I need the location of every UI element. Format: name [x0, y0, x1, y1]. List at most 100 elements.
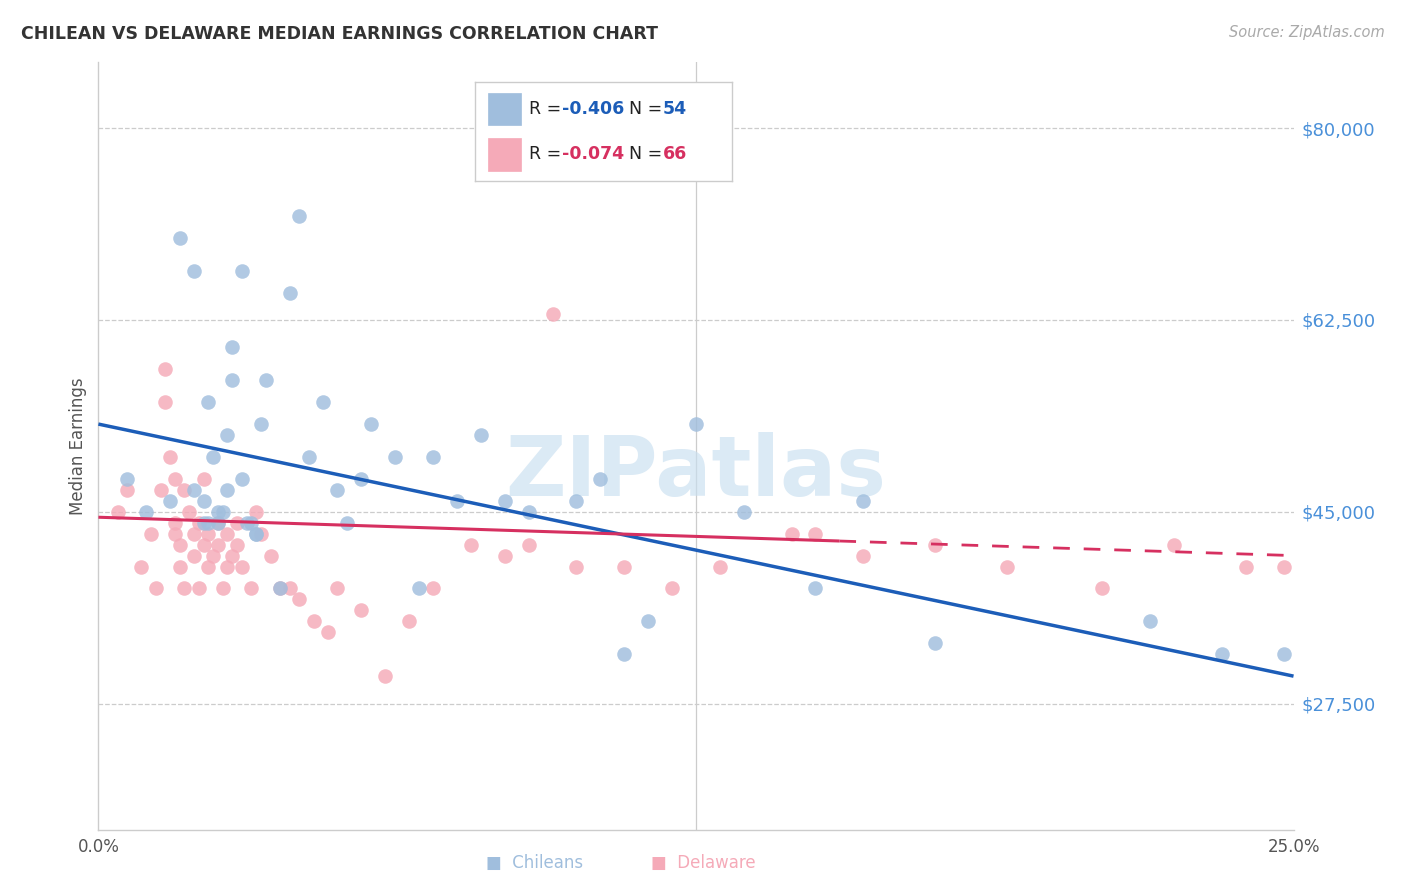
Point [259, 549, 281, 563]
Point [494, 549, 516, 563]
Point [135, 505, 157, 519]
Text: ■  Delaware: ■ Delaware [651, 855, 755, 872]
Point [384, 450, 406, 464]
Point [169, 538, 191, 552]
Text: ZIPatlas: ZIPatlas [506, 433, 886, 514]
Point [804, 582, 827, 596]
Point [1234, 559, 1257, 574]
Point [193, 493, 215, 508]
Point [924, 636, 946, 650]
Point [183, 549, 205, 563]
Point [269, 582, 291, 596]
Point [316, 625, 339, 640]
Point [336, 516, 359, 530]
Point [250, 526, 273, 541]
Point [250, 417, 273, 431]
Point [226, 538, 249, 552]
Point [207, 505, 229, 519]
Point [360, 417, 382, 431]
Point [1272, 559, 1295, 574]
Point [685, 417, 707, 431]
Point [517, 538, 540, 552]
Point [661, 582, 683, 596]
Point [145, 582, 167, 596]
Point [221, 373, 243, 387]
Point [231, 472, 253, 486]
Point [541, 308, 564, 322]
Point [149, 483, 172, 497]
Point [1163, 538, 1185, 552]
Point [288, 592, 311, 607]
Point [245, 526, 267, 541]
Point [326, 582, 349, 596]
Point [221, 549, 243, 563]
Point [780, 526, 803, 541]
Point [494, 493, 516, 508]
Point [517, 505, 540, 519]
Point [131, 559, 153, 574]
Point [446, 493, 468, 508]
Point [613, 647, 636, 661]
Point [1272, 647, 1295, 661]
Point [197, 559, 219, 574]
Point [139, 526, 162, 541]
Y-axis label: Median Earnings: Median Earnings [69, 377, 87, 515]
Point [217, 428, 239, 442]
Point [924, 538, 946, 552]
Point [470, 428, 492, 442]
Point [207, 516, 229, 530]
Point [995, 559, 1018, 574]
Point [211, 505, 233, 519]
Point [398, 615, 420, 629]
Point [278, 285, 301, 300]
Point [231, 559, 253, 574]
Point [202, 549, 225, 563]
Point [422, 582, 444, 596]
Text: ■  Chileans: ■ Chileans [485, 855, 583, 872]
Text: Source: ZipAtlas.com: Source: ZipAtlas.com [1229, 25, 1385, 40]
Point [183, 526, 205, 541]
Point [193, 516, 215, 530]
Point [115, 483, 138, 497]
Point [163, 472, 186, 486]
Point [1211, 647, 1233, 661]
Point [1091, 582, 1114, 596]
Text: CHILEAN VS DELAWARE MEDIAN EARNINGS CORRELATION CHART: CHILEAN VS DELAWARE MEDIAN EARNINGS CORR… [21, 25, 658, 43]
Point [207, 516, 229, 530]
Point [197, 395, 219, 409]
Point [312, 395, 335, 409]
Point [733, 505, 755, 519]
Point [226, 516, 249, 530]
Point [211, 582, 233, 596]
Point [197, 526, 219, 541]
Point [183, 263, 205, 277]
Point [852, 493, 875, 508]
Point [302, 615, 325, 629]
Point [159, 450, 181, 464]
Point [217, 526, 239, 541]
Point [422, 450, 444, 464]
Point [207, 538, 229, 552]
Point [187, 516, 209, 530]
Point [155, 395, 177, 409]
Point [269, 582, 291, 596]
Point [183, 483, 205, 497]
Point [350, 472, 373, 486]
Point [107, 505, 129, 519]
Point [240, 516, 263, 530]
Point [240, 582, 263, 596]
Point [245, 526, 267, 541]
Point [565, 559, 588, 574]
Point [613, 559, 636, 574]
Point [193, 472, 215, 486]
Point [298, 450, 321, 464]
Point [202, 450, 225, 464]
Point [589, 472, 612, 486]
Point [169, 559, 191, 574]
Point [197, 516, 219, 530]
Point [637, 615, 659, 629]
Point [374, 669, 396, 683]
Point [115, 472, 138, 486]
Point [254, 373, 277, 387]
Point [565, 493, 588, 508]
